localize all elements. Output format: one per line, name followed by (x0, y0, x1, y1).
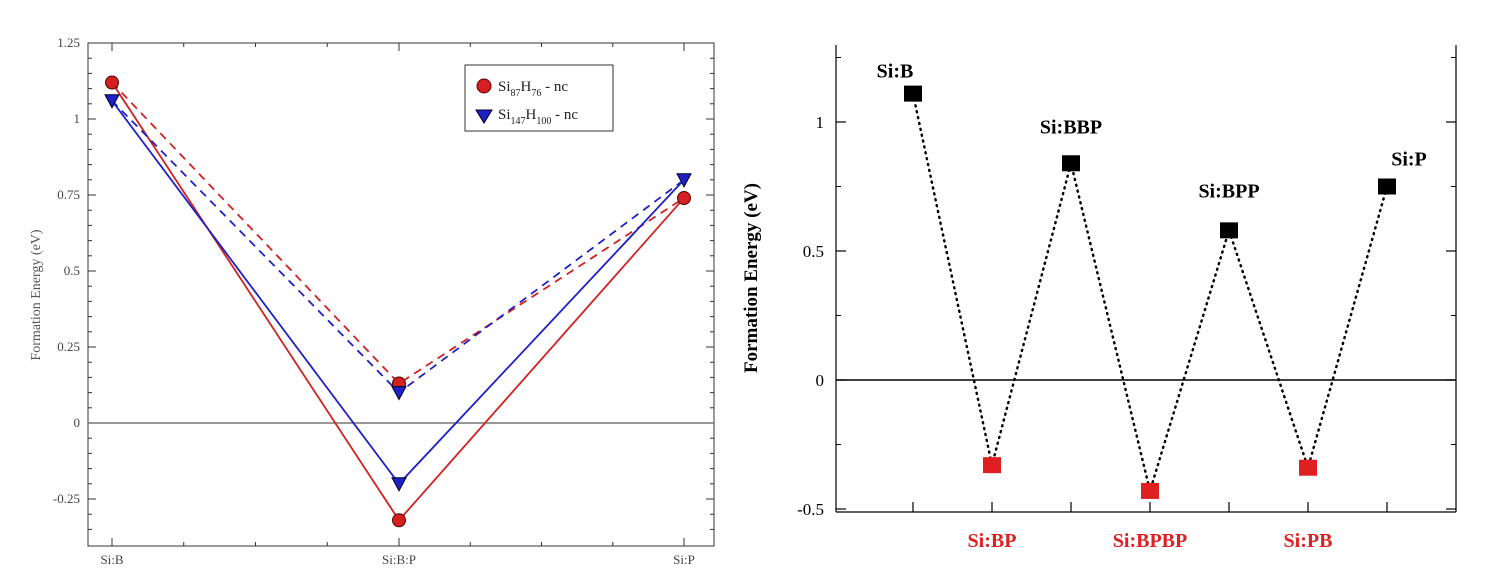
right-square-marker (904, 85, 922, 102)
left-triangle-marker (391, 386, 407, 401)
right-point-label: Si:BPP (1198, 180, 1259, 202)
right-y-tick-label: -0.5 (797, 500, 824, 519)
right-square-marker (1378, 178, 1396, 195)
left-x-ticks: Si:B Si:B:P Si:P (100, 43, 695, 567)
legend-box (464, 64, 614, 132)
left-series-lines (111, 81, 685, 522)
left-y-tick-label: 1 (74, 111, 81, 126)
right-markers (904, 85, 1396, 499)
legend-entry-2: Si147H100 - nc (498, 107, 578, 127)
right-y-tick-label: 0 (816, 371, 825, 390)
left-series-markers (104, 75, 692, 528)
left-x-tick-label: Si:B:P (382, 552, 416, 567)
right-point-label: Si:PB (1284, 530, 1333, 552)
right-square-marker (1220, 222, 1238, 239)
left-y-tick-label: 1.25 (57, 35, 80, 50)
left-series-1-solid-line (111, 82, 685, 522)
left-series-2-solid-line (111, 100, 685, 486)
left-y-tick-label: 0.75 (57, 187, 80, 202)
left-x-tick-label: Si:B (100, 552, 123, 567)
left-triangle-marker (391, 477, 407, 492)
right-point-label: Si:BP (968, 530, 1017, 552)
left-triangle-marker (104, 94, 120, 109)
legend-triangle-marker (475, 109, 493, 124)
right-y-tick-label: 1 (816, 113, 825, 132)
left-y-tick-label: 0.25 (57, 339, 80, 354)
legend-entry-1: Si87H76 - nc (498, 79, 568, 99)
right-square-marker (1299, 459, 1317, 476)
right-point-label: Si:BBP (1040, 116, 1102, 138)
right-point-label: Si:BPBP (1113, 530, 1187, 552)
left-y-axis-label: Formation Energy (eV) (29, 229, 44, 360)
left-series-2-dashed-line (111, 100, 685, 394)
right-y-ticks: 1 0.5 0 -0.5 (797, 57, 1456, 519)
left-y-tick-label: 0 (74, 415, 81, 430)
right-x-ticks (912, 502, 1388, 512)
left-circle-marker (105, 75, 119, 90)
right-chart: 10.50-0.5 Formation Energy (eV) Si:BSi:B… (741, 45, 1457, 552)
left-legend: Si87H76 - nc Si147H100 - nc (464, 64, 614, 132)
left-plot-frame (87, 42, 715, 547)
right-point-label: Si:P (1391, 149, 1427, 171)
right-dotted-line (911, 92, 1389, 496)
left-y-tick-label: -0.25 (53, 491, 80, 506)
right-point-label: Si:B (877, 61, 914, 83)
legend-circle-marker (476, 78, 492, 94)
right-y-axis-label: Formation Energy (eV) (741, 183, 762, 373)
left-circle-marker (392, 513, 406, 528)
left-x-tick-label: Si:P (673, 552, 695, 567)
left-y-tick-label: 0.5 (64, 263, 80, 278)
left-circle-marker (677, 191, 691, 206)
right-square-marker (1062, 155, 1080, 172)
right-point-labels: Si:B Si:BP Si:BBP Si:BPBP Si:BPP Si:PB Si:P (877, 61, 1427, 552)
left-chart: 1.25 1 0.75 0.5 0.25 0 -0.25 Si:B Si:B:P Si:P Fo… (29, 35, 715, 567)
left-triangle-marker (676, 173, 692, 188)
right-square-marker (1141, 482, 1159, 499)
right-square-marker (983, 457, 1001, 474)
right-y-tick-label: 0.5 (803, 242, 824, 261)
left-y-ticks: 1.25 1 0.75 0.5 0.25 0 -0.25 (53, 35, 714, 530)
